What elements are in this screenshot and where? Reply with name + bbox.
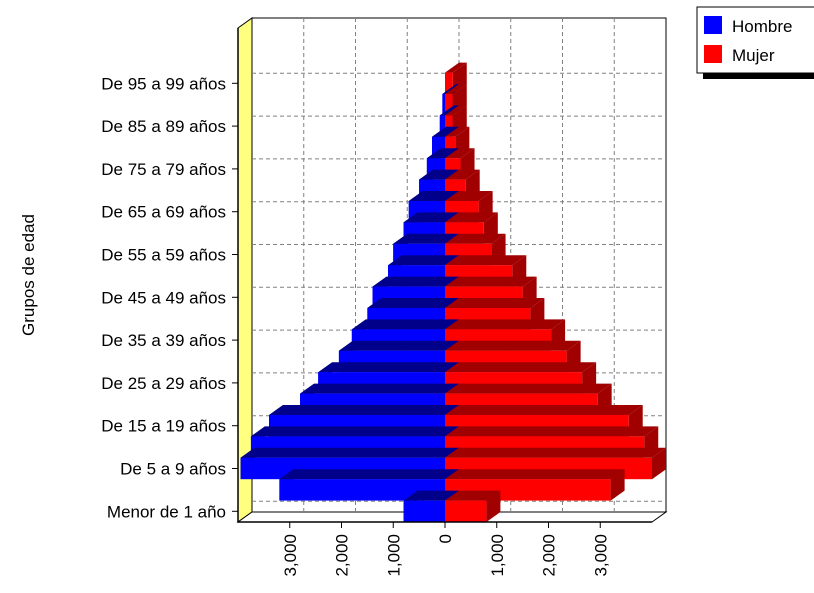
legend-swatch-hombre bbox=[704, 16, 722, 34]
bar-top-face bbox=[445, 298, 545, 308]
bar-top-face bbox=[445, 469, 625, 480]
x-tick-label: 2,000 bbox=[333, 534, 352, 577]
bar-top-face bbox=[445, 233, 506, 244]
y-axis-title: Grupos de edad bbox=[19, 214, 38, 336]
bar-top-face bbox=[445, 169, 480, 180]
bar-top-face bbox=[445, 191, 493, 201]
bar-top-face bbox=[445, 405, 643, 415]
y-tick-label: De 5 a 9 años bbox=[120, 460, 226, 479]
bar-top-face bbox=[445, 319, 566, 330]
bar-hombre bbox=[442, 94, 445, 116]
bar-mujer bbox=[445, 94, 453, 116]
bar-top-face bbox=[351, 319, 459, 330]
y-tick-label: De 95 a 99 años bbox=[101, 74, 226, 93]
bar-side-face bbox=[652, 447, 666, 480]
bar-side-face bbox=[486, 490, 501, 522]
y-tick-label: De 25 a 29 años bbox=[101, 374, 226, 393]
bar-top-face bbox=[372, 276, 459, 287]
y-tick-label: De 75 a 79 años bbox=[101, 160, 226, 179]
bar-top-face bbox=[445, 84, 467, 94]
bar-mujer bbox=[445, 500, 487, 522]
x-tick-label: 1,000 bbox=[384, 534, 403, 577]
y-tick-label: Menor de 1 año bbox=[107, 502, 226, 521]
bar-hombre bbox=[403, 500, 445, 522]
y-tick-label: De 85 a 89 años bbox=[101, 117, 226, 136]
y-tick-label: De 65 a 69 años bbox=[101, 203, 226, 222]
x-tick-labels: 3,000 2,000 1,000 0 1,000 2,000 3,000 bbox=[281, 522, 610, 577]
bar-hombre bbox=[439, 115, 445, 137]
bar-hombre bbox=[279, 479, 445, 501]
bar-top-face bbox=[240, 447, 459, 458]
bar-mujer bbox=[445, 72, 453, 94]
y-tick-label: De 45 a 49 años bbox=[101, 288, 226, 307]
bar-top-face bbox=[445, 255, 527, 266]
y-tick-label: De 15 a 19 años bbox=[101, 417, 226, 436]
bar-top-face bbox=[445, 212, 498, 223]
chart-left-wall bbox=[237, 17, 253, 523]
bar-top-face bbox=[445, 426, 659, 437]
bar-top-face bbox=[269, 405, 459, 415]
bar-top-face bbox=[445, 105, 467, 116]
bar-side-face bbox=[610, 469, 625, 501]
bar-top-face bbox=[388, 255, 459, 266]
bar-top-face bbox=[445, 362, 597, 373]
bars bbox=[240, 62, 666, 522]
bar-top-face bbox=[445, 148, 475, 159]
bar-top-face bbox=[445, 490, 501, 501]
bar-top-face bbox=[445, 340, 581, 351]
bar-mujer bbox=[445, 136, 456, 159]
bar-top-face bbox=[393, 233, 459, 244]
y-tick-label: De 35 a 39 años bbox=[101, 331, 226, 350]
bar-top-face bbox=[445, 276, 537, 287]
bar-mujer bbox=[445, 115, 453, 137]
legend-swatch-mujer bbox=[704, 45, 722, 63]
y-tick-labels: Menor de 1 año De 5 a 9 años De 15 a 19 añ… bbox=[101, 74, 238, 521]
bar-top-face bbox=[250, 426, 459, 437]
legend-label-mujer: Mujer bbox=[732, 46, 775, 65]
bar-top-face bbox=[367, 298, 459, 308]
legend-label-hombre: Hombre bbox=[732, 17, 792, 36]
legend: Hombre Mujer bbox=[696, 6, 814, 79]
x-tick-label: 3,000 bbox=[281, 534, 300, 577]
bar-top-face bbox=[445, 62, 467, 73]
bar-top-face bbox=[445, 447, 666, 458]
bar-top-face bbox=[445, 126, 470, 137]
x-tick-label: 0 bbox=[436, 534, 455, 543]
y-tick-label: De 55 a 59 años bbox=[101, 246, 226, 265]
bar-top-face bbox=[300, 383, 459, 394]
bar-top-face bbox=[279, 469, 459, 480]
bar-top-face bbox=[318, 362, 459, 373]
x-tick-label: 1,000 bbox=[488, 534, 507, 577]
x-tick-label: 2,000 bbox=[540, 534, 559, 577]
x-tick-label: 3,000 bbox=[591, 534, 610, 577]
bar-top-face bbox=[445, 383, 612, 394]
bar-top-face bbox=[338, 340, 459, 351]
